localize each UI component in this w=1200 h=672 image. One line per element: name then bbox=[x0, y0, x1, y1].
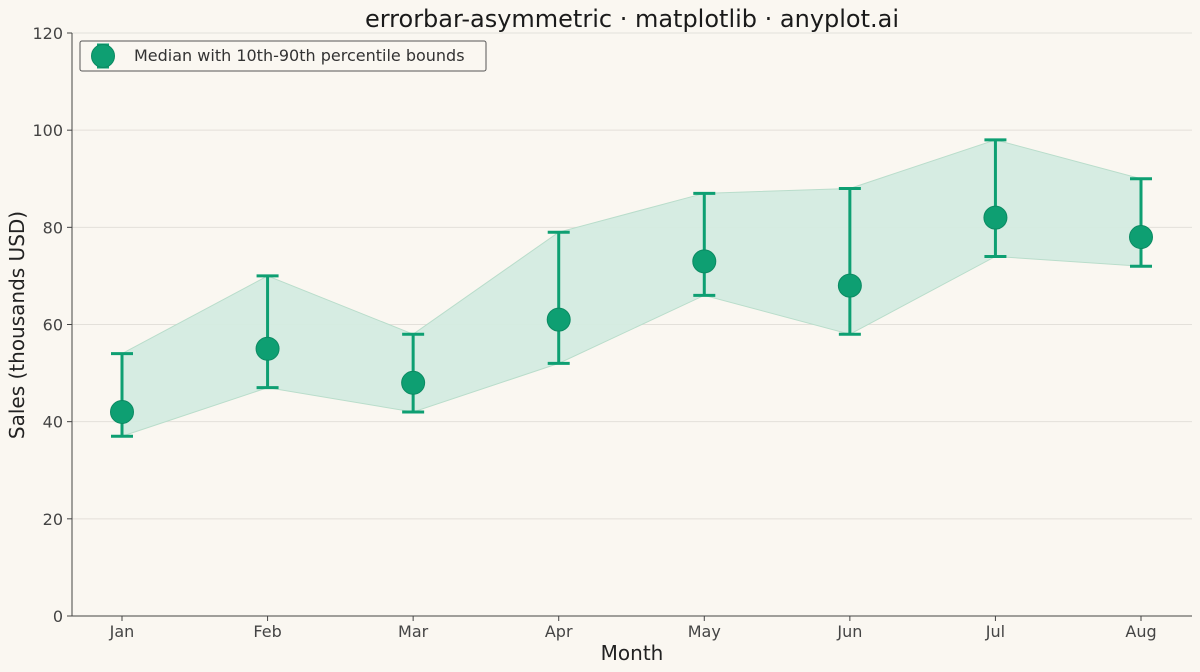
x-tick-label: Mar bbox=[398, 622, 429, 641]
legend-box bbox=[79, 40, 487, 72]
median-point bbox=[255, 336, 280, 361]
median-point bbox=[837, 273, 862, 298]
x-tick-label: Jan bbox=[109, 622, 135, 641]
median-marker-layer bbox=[110, 205, 1153, 424]
x-tick-label: Jul bbox=[985, 622, 1005, 641]
y-tick-label: 40 bbox=[43, 413, 63, 432]
x-tick-label: Aug bbox=[1125, 622, 1156, 641]
x-tick-label: May bbox=[688, 622, 721, 641]
median-point bbox=[692, 249, 717, 274]
legend-marker-icon bbox=[91, 43, 115, 69]
legend-label: Median with 10th-90th percentile bounds bbox=[134, 46, 465, 65]
y-tick-label: 20 bbox=[43, 510, 63, 529]
y-tick-label: 120 bbox=[32, 24, 63, 43]
median-point bbox=[1129, 225, 1153, 250]
y-tick-label: 80 bbox=[43, 218, 63, 237]
x-tick-label: Feb bbox=[253, 622, 281, 641]
x-axis-label: Month bbox=[601, 641, 664, 665]
median-point bbox=[983, 205, 1008, 230]
y-tick-label: 100 bbox=[32, 121, 63, 140]
legend: Median with 10th-90th percentile bounds bbox=[79, 40, 487, 72]
median-point bbox=[546, 307, 571, 332]
median-point bbox=[401, 370, 426, 395]
y-tick-label: 0 bbox=[53, 607, 63, 626]
percentile-band-layer bbox=[121, 139, 1142, 437]
x-tick-label: Jun bbox=[836, 622, 862, 641]
chart-title: errorbar-asymmetric · matplotlib · anypl… bbox=[365, 5, 899, 33]
median-point bbox=[110, 399, 134, 424]
x-tick-label: Apr bbox=[545, 622, 573, 641]
percentile-band bbox=[121, 139, 1142, 437]
x-axis-ticks: Jan Feb Mar Apr May Jun Jul Aug bbox=[109, 616, 1157, 641]
y-tick-label: 60 bbox=[43, 316, 63, 335]
y-axis-ticks: 0 20 40 60 80 100 120 bbox=[32, 24, 72, 626]
legend-point bbox=[91, 44, 115, 68]
y-axis-label: Sales (thousands USD) bbox=[5, 211, 29, 439]
